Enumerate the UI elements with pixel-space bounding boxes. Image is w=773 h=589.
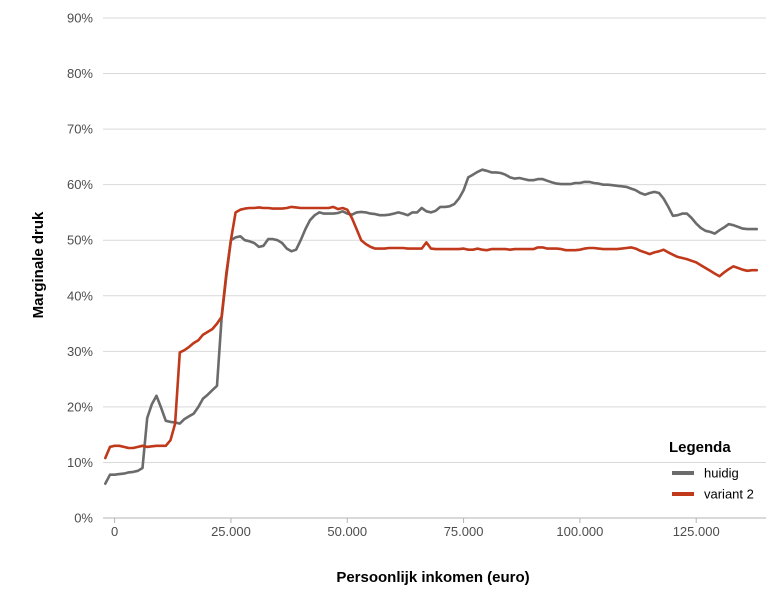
x-tick-label: 50.000 [327, 524, 367, 539]
y-tick-label: 80% [67, 66, 93, 81]
x-tick-label: 125.000 [673, 524, 720, 539]
y-axis-title: Marginale druk [30, 211, 47, 318]
y-tick-label: 40% [67, 288, 93, 303]
gridlines [103, 17, 766, 519]
y-tick-label: 0% [74, 511, 93, 526]
x-tick-label: 25.000 [211, 524, 251, 539]
series-lines [104, 168, 758, 485]
x-tick-label: 0 [111, 524, 118, 539]
y-tick-label: 30% [67, 344, 93, 359]
x-tick-label: 100.000 [556, 524, 603, 539]
y-tick-label: 20% [67, 399, 93, 414]
legend-label: huidig [704, 466, 739, 481]
series-line-huidig [104, 168, 758, 485]
x-tick-label: 75.000 [444, 524, 484, 539]
y-tick-label: 60% [67, 177, 93, 192]
y-tick-label: 70% [67, 122, 93, 137]
legend-label: variant 2 [704, 487, 754, 502]
x-axis-title: Persoonlijk inkomen (euro) [336, 569, 529, 586]
y-tick-label: 10% [67, 455, 93, 470]
y-tick-label: 90% [67, 11, 93, 26]
y-tick-label: 50% [67, 233, 93, 248]
series-line-variant-2 [104, 205, 758, 460]
axes: 0% 10% 20% 30% 40% 50% 60% 70% 80% 90% 0 25.000 50.0… [67, 11, 766, 539]
legend-title: Legenda [669, 439, 731, 456]
legend: Legenda huidig variant 2 [669, 439, 754, 502]
